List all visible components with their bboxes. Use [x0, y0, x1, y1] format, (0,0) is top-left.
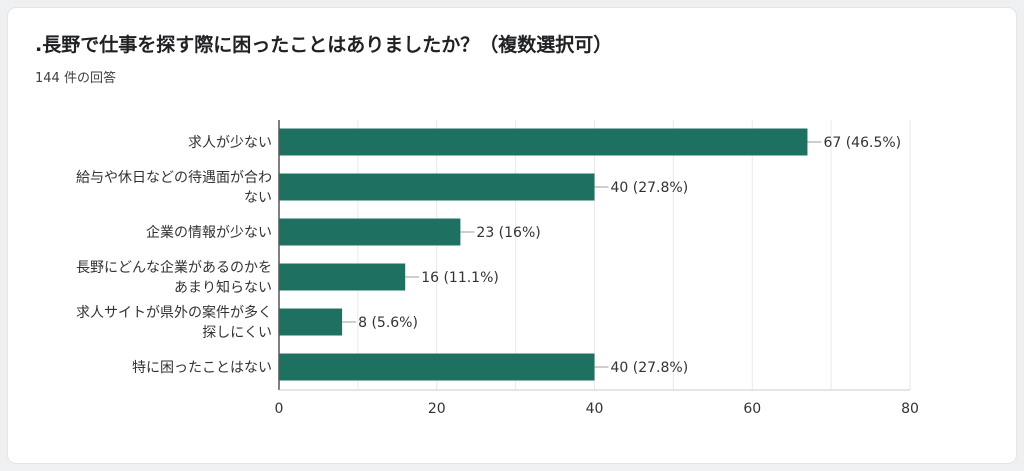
x-tick-label: 60: [743, 401, 761, 417]
bar-1: [279, 173, 595, 201]
data-label-1: 40 (27.8%): [611, 180, 689, 196]
bar-2: [279, 218, 461, 246]
category-label-2: 企業の情報が少ない: [146, 224, 272, 241]
data-label-2: 23 (16%): [476, 225, 540, 241]
category-label-0: 求人が少ない: [188, 135, 272, 151]
data-label-5: 40 (27.8%): [611, 360, 689, 376]
category-label-4: 探しにくい: [202, 325, 272, 341]
x-tick-label: 20: [428, 401, 446, 417]
question-title: .長野で仕事を探す際に困ったことはありましたか？（複数選択可）: [35, 34, 613, 56]
bar-3: [279, 263, 406, 291]
bar-4: [279, 308, 343, 336]
bar-5: [279, 353, 595, 381]
response-count: 144 件の回答: [35, 71, 116, 86]
category-label-1: ない: [244, 190, 272, 206]
x-tick-label: 0: [275, 401, 284, 417]
chart-card: [8, 8, 1016, 463]
x-tick-label: 40: [586, 401, 604, 417]
bar-0: [279, 128, 808, 156]
data-label-0: 67 (46.5%): [823, 135, 901, 151]
data-label-3: 16 (11.1%): [421, 270, 499, 286]
category-label-4: 求人サイトが県外の案件が多く: [76, 304, 272, 321]
category-label-5: 特に困ったことはない: [132, 360, 272, 376]
category-label-1: 給与や休日などの待遇面が合わ: [76, 170, 272, 186]
data-label-4: 8 (5.6%): [358, 315, 418, 331]
category-label-3: 長野にどんな企業があるのかを: [76, 259, 272, 276]
x-tick-label: 80: [901, 401, 919, 417]
category-label-3: あまり知らない: [174, 279, 272, 296]
